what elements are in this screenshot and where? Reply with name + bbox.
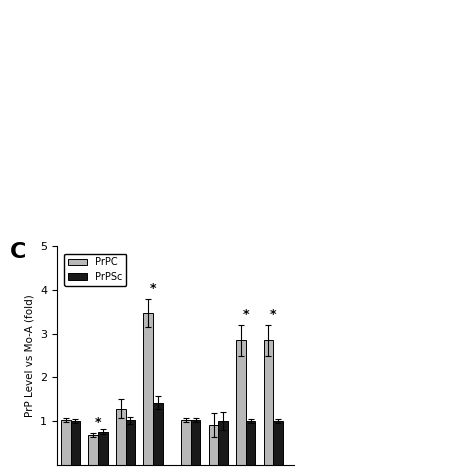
Bar <box>71 421 80 465</box>
Bar <box>273 421 283 465</box>
Bar <box>98 432 108 465</box>
Bar <box>181 420 191 465</box>
Text: *: * <box>95 416 101 429</box>
Text: *: * <box>150 283 156 295</box>
Bar <box>264 340 273 465</box>
Bar <box>246 421 255 465</box>
Bar <box>209 425 219 465</box>
Bar <box>219 421 228 465</box>
Bar <box>236 340 246 465</box>
Text: C: C <box>9 242 26 262</box>
Text: *: * <box>270 309 276 321</box>
Bar <box>144 313 153 465</box>
Bar <box>153 402 163 465</box>
Legend: PrPC, PrPSc: PrPC, PrPSc <box>64 254 127 286</box>
Bar <box>61 420 71 465</box>
Bar <box>126 420 135 465</box>
Text: *: * <box>243 309 249 321</box>
Bar <box>191 420 201 465</box>
Bar <box>89 435 98 465</box>
Y-axis label: PrP Level vs Mo-A (fold): PrP Level vs Mo-A (fold) <box>25 294 35 417</box>
Bar <box>116 409 126 465</box>
